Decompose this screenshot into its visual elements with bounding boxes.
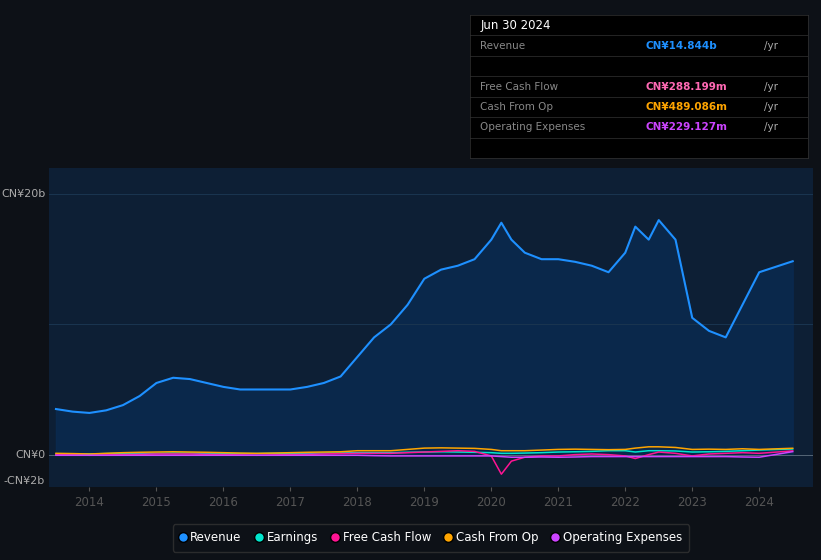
Text: /yr: /yr — [764, 102, 778, 112]
Text: CN¥0: CN¥0 — [15, 450, 45, 460]
Text: Free Cash Flow: Free Cash Flow — [480, 82, 558, 91]
Text: -CN¥2b: -CN¥2b — [4, 475, 45, 486]
Text: Cash From Op: Cash From Op — [480, 102, 553, 112]
Text: CN¥229.127m: CN¥229.127m — [646, 122, 727, 132]
Text: Revenue: Revenue — [480, 41, 525, 50]
Text: Jun 30 2024: Jun 30 2024 — [480, 18, 551, 32]
Text: CN¥288.199m: CN¥288.199m — [646, 82, 727, 91]
Text: Operating Expenses: Operating Expenses — [480, 122, 585, 132]
Text: /yr: /yr — [764, 122, 778, 132]
Text: /yr: /yr — [764, 41, 778, 50]
Text: /yr: /yr — [764, 82, 778, 91]
Text: CN¥14.844b: CN¥14.844b — [646, 41, 718, 50]
Text: CN¥489.086m: CN¥489.086m — [646, 102, 727, 112]
Text: CN¥20b: CN¥20b — [1, 189, 45, 199]
Legend: Revenue, Earnings, Free Cash Flow, Cash From Op, Operating Expenses: Revenue, Earnings, Free Cash Flow, Cash … — [172, 524, 690, 552]
